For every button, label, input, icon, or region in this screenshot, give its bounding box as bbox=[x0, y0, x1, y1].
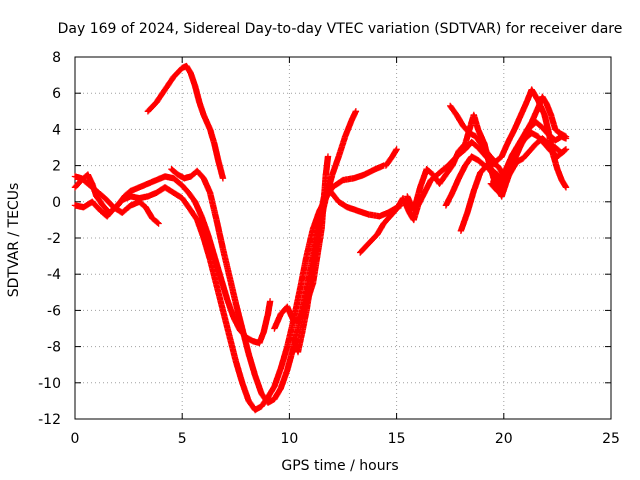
series-4 bbox=[144, 62, 227, 182]
series-14 bbox=[487, 135, 570, 195]
series-markers bbox=[487, 135, 570, 195]
series-7 bbox=[290, 187, 405, 356]
y-axis-label: SDTVAR / TECUs bbox=[6, 183, 22, 298]
y-tick-label: -12 bbox=[38, 412, 61, 428]
y-tick-label: 8 bbox=[52, 50, 61, 66]
y-tick-label: -4 bbox=[47, 267, 61, 283]
y-tick-label: -6 bbox=[47, 303, 61, 319]
y-tick-label: -2 bbox=[47, 231, 61, 247]
x-tick-label: 20 bbox=[495, 431, 513, 447]
series-5 bbox=[168, 108, 360, 406]
x-tick-label: 5 bbox=[178, 431, 187, 447]
x-tick-label: 0 bbox=[71, 431, 80, 447]
series-markers bbox=[168, 108, 360, 406]
series-markers bbox=[457, 93, 570, 234]
y-tick-label: -10 bbox=[38, 376, 61, 392]
y-tick-labels: -12 -10 -8 -6 -4 -2 0 2 4 6 8 bbox=[38, 50, 61, 428]
tick-marks bbox=[74, 56, 612, 420]
series-markers bbox=[382, 146, 400, 169]
y-tick-label: -8 bbox=[47, 340, 61, 356]
x-tick-label: 15 bbox=[388, 431, 406, 447]
x-tick-label: 25 bbox=[602, 431, 620, 447]
x-axis-label: GPS time / hours bbox=[281, 458, 398, 474]
x-tick-labels: 0 5 10 15 20 25 bbox=[71, 431, 620, 447]
y-tick-label: 2 bbox=[52, 159, 61, 175]
series-markers bbox=[144, 62, 227, 182]
series-markers bbox=[290, 187, 405, 356]
series-13 bbox=[457, 93, 570, 234]
data-layer bbox=[71, 62, 570, 414]
y-tick-label: 6 bbox=[52, 86, 61, 102]
y-tick-label: 4 bbox=[52, 122, 61, 138]
grid bbox=[75, 57, 611, 419]
chart-title: Day 169 of 2024, Sidereal Day-to-day VTE… bbox=[58, 21, 623, 37]
series-9 bbox=[382, 146, 400, 169]
x-tick-label: 10 bbox=[280, 431, 298, 447]
y-tick-label: 0 bbox=[52, 195, 61, 211]
